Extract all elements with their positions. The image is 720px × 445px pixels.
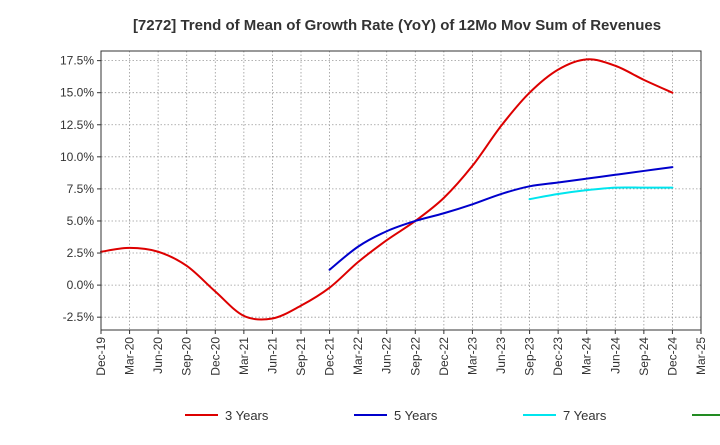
x-tick-label: Jun-24 [608, 337, 622, 374]
x-tick-label: Dec-22 [437, 337, 451, 376]
x-tick-label: Mar-20 [123, 337, 137, 375]
x-tick-label: Mar-23 [465, 337, 479, 375]
x-tick-label: Sep-23 [523, 337, 537, 376]
series-line-3-years [100, 58, 674, 321]
x-tick-label: Sep-21 [294, 337, 308, 376]
x-axis: Dec-19 Mar-20 Jun-20 Sep-20 Dec-20 Mar-21 Jun-… [94, 330, 708, 376]
y-axis: -2.5% 0.0% 2.5% 5.0% 7.5% 10.0% 12.5% 15.0% 17.5… [60, 54, 101, 324]
x-tick-label: Mar-25 [694, 337, 708, 375]
plot-area [100, 50, 702, 331]
x-tick-label: Dec-19 [94, 337, 108, 376]
legend-label-5-years: 5 Years [394, 408, 438, 423]
y-tick-label: 15.0% [60, 86, 94, 100]
x-tick-label: Mar-22 [351, 337, 365, 375]
y-tick-label: 2.5% [67, 246, 95, 260]
y-tick-label: 0.0% [67, 278, 95, 292]
x-tick-label: Jun-22 [380, 337, 394, 374]
x-tick-label: Sep-24 [637, 337, 651, 376]
y-tick-label: 7.5% [67, 182, 95, 196]
x-tick-label: Mar-21 [237, 337, 251, 375]
legend-label-7-years: 7 Years [563, 408, 607, 423]
x-tick-label: Sep-22 [408, 337, 422, 376]
x-tick-label: Dec-24 [665, 337, 679, 376]
x-tick-label: Mar-24 [580, 337, 594, 375]
grid [101, 51, 701, 330]
legend-label-3-years: 3 Years [225, 408, 269, 423]
y-tick-label: 5.0% [67, 214, 95, 228]
chart-title: [7272] Trend of Mean of Growth Rate (YoY… [133, 17, 661, 34]
x-tick-label: Jun-21 [265, 337, 279, 374]
y-tick-label: 10.0% [60, 150, 94, 164]
series-lines [100, 58, 674, 321]
x-tick-label: Jun-23 [494, 337, 508, 374]
x-tick-label: Dec-20 [208, 337, 222, 376]
x-tick-label: Jun-20 [151, 337, 165, 374]
x-tick-label: Dec-23 [551, 337, 565, 376]
y-tick-label: 17.5% [60, 54, 94, 68]
x-tick-label: Dec-21 [323, 337, 337, 376]
x-tick-label: Sep-20 [180, 337, 194, 376]
y-tick-label: 12.5% [60, 118, 94, 132]
series-line-7-years [528, 186, 674, 201]
y-tick-label: -2.5% [63, 310, 95, 324]
series-line-5-years [328, 166, 674, 271]
